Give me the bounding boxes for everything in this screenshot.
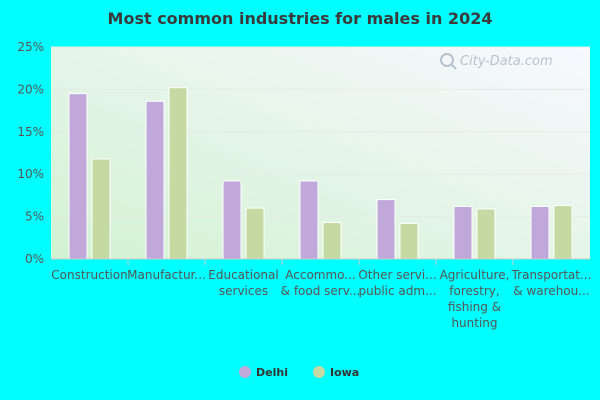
bar-delhi[interactable]	[222, 180, 242, 260]
watermark: City-Data.com	[440, 53, 553, 70]
y-tick-label: 20%	[17, 82, 44, 96]
chart-title: Most common industries for males in 2024	[108, 9, 493, 28]
bar-iowa[interactable]	[245, 207, 265, 260]
y-tick-label: 0%	[25, 252, 44, 266]
city-data-logo-icon	[440, 53, 457, 70]
legend-label-delhi: Delhi	[256, 366, 288, 379]
bar-delhi[interactable]	[453, 205, 473, 260]
x-tick-label: Transportat... & warehou...	[511, 268, 592, 298]
x-tick-label: Manufactur...	[127, 268, 206, 282]
legend-label-iowa: Iowa	[330, 366, 359, 379]
y-tick-label: 5%	[25, 210, 44, 224]
x-tick-label: Accommo... & food serv...	[281, 268, 361, 298]
bar-delhi[interactable]	[299, 180, 319, 260]
legend-swatch-iowa	[313, 366, 325, 378]
bar-iowa[interactable]	[168, 87, 188, 260]
legend: Delhi Iowa	[239, 366, 359, 379]
y-axis: 0% 5% 10% 15% 20% 25%	[17, 40, 44, 266]
plot-background	[51, 47, 590, 259]
watermark-text: City-Data.com	[460, 54, 553, 69]
bar-delhi[interactable]	[68, 93, 88, 260]
bar-iowa[interactable]	[553, 205, 573, 260]
x-tick-label: Agriculture, forestry, fishing & hunting	[440, 268, 510, 330]
bars	[68, 87, 573, 260]
bar-delhi[interactable]	[145, 100, 165, 260]
y-tick-label: 15%	[17, 125, 44, 139]
gridlines	[51, 46, 590, 218]
y-tick-label: 10%	[17, 167, 44, 181]
x-tick-label: Other servi... public adm...	[358, 268, 436, 298]
bar-iowa[interactable]	[91, 158, 111, 260]
bar-iowa[interactable]	[322, 222, 342, 260]
x-tick-label: Construction	[51, 268, 127, 282]
bar-iowa[interactable]	[476, 208, 496, 260]
y-tick-label: 25%	[17, 40, 44, 54]
bar-iowa[interactable]	[399, 222, 419, 260]
x-axis: Construction Manufactur... Educational serv…	[51, 259, 591, 330]
bar-delhi[interactable]	[376, 199, 396, 260]
bar-delhi[interactable]	[530, 205, 550, 260]
x-tick-label: Educational services	[208, 268, 278, 298]
legend-swatch-delhi	[239, 366, 251, 378]
